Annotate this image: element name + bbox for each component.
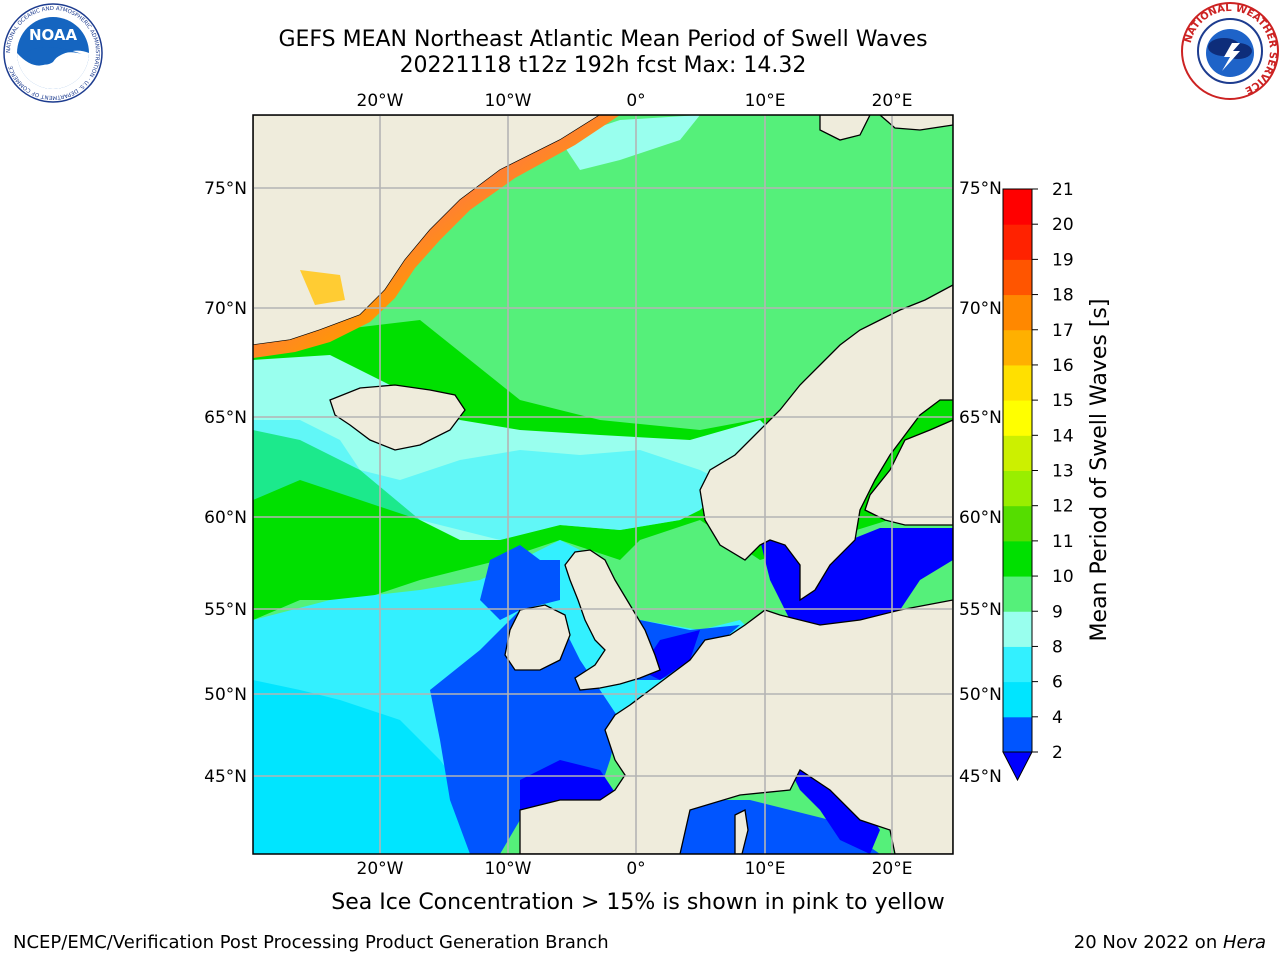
sea-ice-edge <box>253 115 620 358</box>
right-lat-label: 75°N <box>959 179 1002 199</box>
colorbar-tick-label: 20 <box>1052 215 1074 235</box>
bottom-lon-label: 0° <box>626 859 645 879</box>
land-svalbard <box>819 115 871 141</box>
colorbar-label: Mean Period of Swell Waves [s] <box>1087 299 1112 642</box>
colorbar-tick-label: 18 <box>1052 286 1074 306</box>
colorbar-tick-label: 15 <box>1052 391 1074 411</box>
land-finland <box>864 419 953 526</box>
sea-ice-note: Sea Ice Concentration > 15% is shown in … <box>331 890 945 915</box>
colorbar-tick-label: 12 <box>1052 497 1074 517</box>
colorbar-tick-label: 6 <box>1052 673 1063 693</box>
right-lat-label: 45°N <box>959 767 1002 787</box>
footer-host: Hera <box>1222 932 1266 953</box>
footer-credit: NCEP/EMC/Verification Post Processing Pr… <box>13 932 609 953</box>
title-line-1: GEFS MEAN Northeast Atlantic Mean Period… <box>278 27 928 52</box>
colorbar-tick-label: 9 <box>1052 602 1063 622</box>
colorbar-segment <box>1003 400 1032 436</box>
map-gridlines <box>253 115 953 854</box>
colorbar-tick-label: 21 <box>1052 180 1074 200</box>
land-corsica <box>734 809 749 854</box>
colorbar-tick-label: 19 <box>1052 250 1074 270</box>
left-lat-label: 70°N <box>204 299 247 319</box>
colorbar-segment <box>1003 681 1032 718</box>
sea-ice-patch <box>300 270 345 305</box>
axis-labels: 20°W 10°W 0° 10°E 20°E 20°W 10°W 0° 10°E… <box>204 91 1002 879</box>
colorbar-segment <box>1003 259 1032 296</box>
right-lat-label: 50°N <box>959 685 1002 705</box>
colorbar-segment <box>1003 716 1032 753</box>
nws-logo: NATIONAL WEATHER SERVICE <box>1180 1 1280 105</box>
bottom-lon-label: 20°E <box>872 859 913 879</box>
bottom-lon-label: 10°E <box>745 859 786 879</box>
noaa-logo: NOAA NATIONAL OCEANIC AND ATMOSPHERIC AD… <box>2 2 104 108</box>
colorbar-segment <box>1003 294 1032 331</box>
colorbar-tick-label: 4 <box>1052 708 1063 728</box>
title-line-2: 20221118 t12z 192h fcst Max: 14.32 <box>399 53 807 78</box>
map-field <box>253 115 953 854</box>
colorbar-segment <box>1003 329 1032 366</box>
colorbar-tick-label: 8 <box>1052 637 1063 657</box>
colorbar-segment <box>1003 224 1032 260</box>
top-lon-label: 10°W <box>485 91 532 111</box>
right-lat-label: 70°N <box>959 299 1002 319</box>
swell-zone-8s <box>253 420 720 540</box>
left-lat-label: 75°N <box>204 179 247 199</box>
land-scandinavia <box>699 284 953 602</box>
top-lon-label: 20°E <box>872 91 913 111</box>
chart-title: GEFS MEAN Northeast Atlantic Mean Period… <box>253 27 953 79</box>
noaa-logo-text: NOAA <box>29 26 78 44</box>
left-lat-label: 60°N <box>204 508 247 528</box>
colorbar-segment <box>1003 540 1032 577</box>
colorbar-segment <box>1003 576 1032 612</box>
left-lat-label: 50°N <box>204 685 247 705</box>
right-lat-label: 65°N <box>959 408 1002 428</box>
colorbar-tick-label: 2 <box>1052 743 1063 763</box>
top-lon-label: 20°W <box>357 91 404 111</box>
colorbar-tick-label: 10 <box>1052 567 1074 587</box>
colorbar-tick-label: 13 <box>1052 462 1074 482</box>
top-lon-label: 0° <box>626 91 645 111</box>
colorbar: 2 4 6 8 9 10 11 12 13 14 15 16 17 18 19 20 21 <box>1002 180 1074 782</box>
colorbar-segment <box>1003 646 1032 683</box>
colorbar-under-arrow <box>1002 751 1033 782</box>
colorbar-segment <box>1003 611 1032 647</box>
footer-date-text: 20 Nov 2022 on <box>1073 932 1223 953</box>
left-lat-label: 65°N <box>204 408 247 428</box>
left-lat-label: 55°N <box>204 600 247 620</box>
colorbar-segment <box>1003 505 1032 542</box>
colorbar-tick-label: 11 <box>1052 532 1074 552</box>
bottom-lon-label: 20°W <box>357 859 404 879</box>
right-lat-label: 60°N <box>959 508 1002 528</box>
left-lat-label: 45°N <box>204 767 247 787</box>
swell-zone-4s-mediterranean <box>660 800 880 854</box>
colorbar-segment <box>1003 189 1032 225</box>
colorbar-tick-label: 14 <box>1052 426 1074 446</box>
swell-zone-2s-adriatic <box>790 770 880 854</box>
colorbar-segment <box>1003 470 1032 507</box>
colorbar-tick-label: 16 <box>1052 356 1074 376</box>
footer-date: 20 Nov 2022 on Hera <box>1074 932 1266 953</box>
colorbar-tick-label: 17 <box>1052 321 1074 341</box>
swell-zone-6s <box>253 680 500 854</box>
bottom-lon-label: 10°W <box>485 859 532 879</box>
swell-zone-4s-scotland <box>480 545 560 620</box>
colorbar-segment <box>1003 364 1032 401</box>
right-lat-label: 55°N <box>959 600 1002 620</box>
map-frame <box>252 114 954 855</box>
colorbar-segment <box>1003 435 1032 471</box>
top-lon-label: 10°E <box>745 91 786 111</box>
